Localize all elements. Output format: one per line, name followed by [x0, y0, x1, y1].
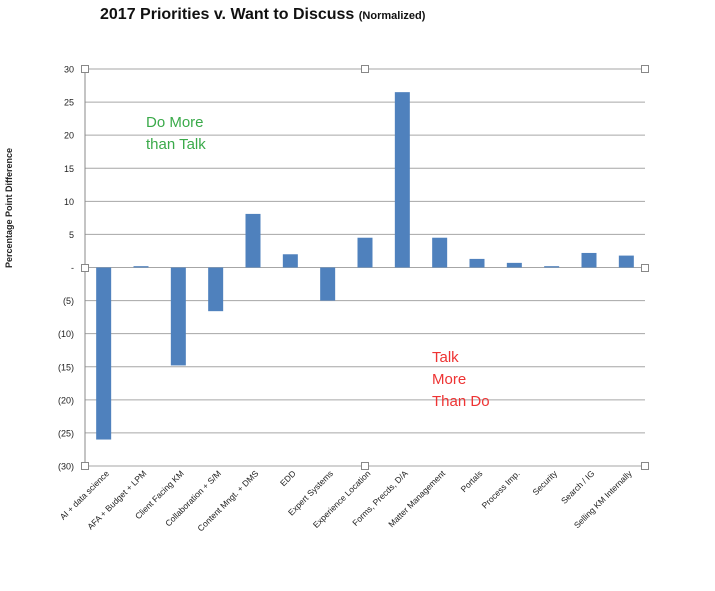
bar [170, 267, 186, 366]
selection-handle [641, 65, 649, 73]
selection-handle [81, 65, 89, 73]
bar [282, 254, 298, 268]
chart-title-text: 2017 Priorities v. Want to Discuss [100, 6, 355, 23]
selection-handle [361, 65, 369, 73]
bar [544, 266, 560, 268]
bar [581, 252, 597, 268]
bar [469, 258, 485, 268]
y-tick-label: (10) [58, 329, 74, 339]
chart-subtitle: (Normalized) [358, 10, 426, 22]
y-tick-label: (30) [58, 462, 74, 472]
bar [96, 267, 112, 440]
x-tick-label: Process Imp. [480, 468, 522, 510]
annotation-do-more: Do More than Talk [146, 114, 206, 153]
x-tick-label: Security [530, 468, 559, 497]
x-tick-label: Search / IG [559, 468, 596, 505]
bar [245, 213, 261, 268]
y-tick-label: (15) [58, 362, 74, 372]
chart-title: 2017 Priorities v. Want to Discuss (Norm… [100, 6, 425, 24]
y-tick-label: (20) [58, 395, 74, 405]
y-tick-label: 20 [64, 131, 74, 141]
bar [618, 255, 634, 268]
y-tick-label: - [71, 263, 74, 273]
x-tick-label: EDD [278, 468, 298, 488]
selection-handle [81, 462, 89, 470]
y-tick-label: 5 [69, 230, 74, 240]
bar [320, 267, 336, 301]
y-tick-label: 25 [64, 98, 74, 108]
x-tick-label: Portals [459, 468, 485, 494]
bar [394, 92, 410, 268]
bar [506, 262, 522, 268]
y-tick-label: (25) [58, 428, 74, 438]
bar [133, 266, 149, 268]
selection-handle [361, 462, 369, 470]
bar [357, 237, 373, 268]
y-tick-label: 10 [64, 197, 74, 207]
annotation-talk-more: Talk More Than Do [432, 349, 490, 410]
selection-handle [641, 462, 649, 470]
y-tick-label: 30 [64, 65, 74, 75]
bar [208, 267, 224, 312]
selection-handle [641, 264, 649, 272]
selection-handle [81, 264, 89, 272]
y-tick-label: 15 [64, 164, 74, 174]
bar [432, 237, 448, 268]
y-tick-label: (5) [63, 296, 74, 306]
